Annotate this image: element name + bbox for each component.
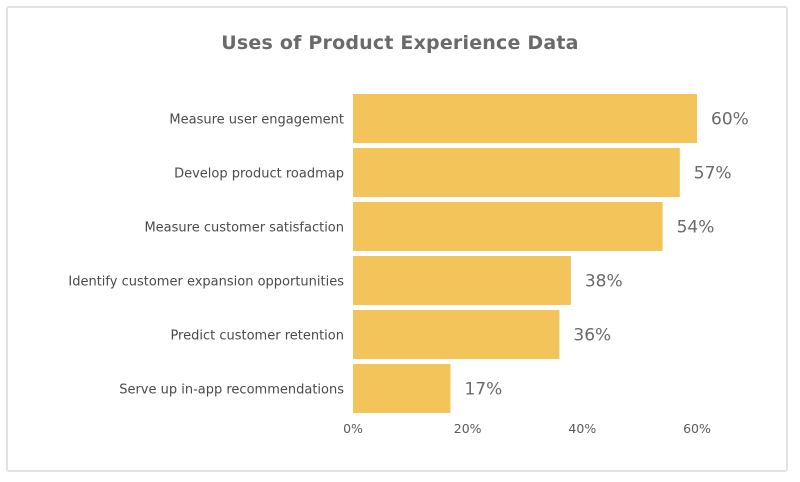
chart-title: Uses of Product Experience Data [221, 32, 579, 54]
bar-0 [353, 94, 697, 143]
category-label-3: Identify customer expansion opportunitie… [68, 275, 344, 290]
bars-group [353, 94, 697, 413]
x-tick-label-2: 40% [568, 421, 596, 436]
category-label-4: Predict customer retention [170, 329, 344, 344]
bar-5 [353, 364, 451, 413]
category-labels-group: Measure user engagement Develop product r… [68, 113, 344, 398]
value-labels-group: 60% 57% 54% 38% 36% 17% [464, 110, 748, 400]
x-tick-label-0: 0% [343, 421, 363, 436]
value-label-1: 57% [694, 164, 732, 184]
x-tick-label-1: 20% [454, 421, 482, 436]
bar-4 [353, 310, 560, 359]
value-label-3: 38% [585, 272, 623, 292]
bar-2 [353, 202, 663, 251]
value-label-4: 36% [573, 326, 611, 346]
category-label-2: Measure customer satisfaction [144, 221, 344, 236]
category-label-5: Serve up in-app recommendations [119, 383, 344, 398]
bar-1 [353, 148, 680, 197]
value-label-2: 54% [677, 218, 715, 238]
x-tick-label-3: 60% [683, 421, 711, 436]
category-label-1: Develop product roadmap [174, 167, 344, 182]
value-label-0: 60% [711, 110, 749, 130]
value-label-5: 17% [464, 380, 502, 400]
category-label-0: Measure user engagement [169, 113, 344, 128]
bar-3 [353, 256, 571, 305]
x-axis-ticks-group: 0% 20% 40% 60% [343, 421, 711, 436]
